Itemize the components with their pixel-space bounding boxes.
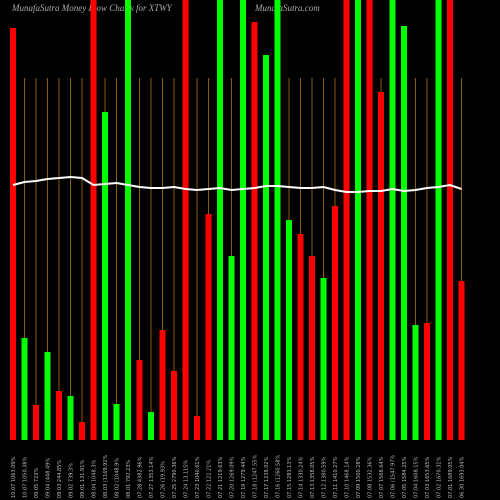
x-tick-label: 07.13 1358.05%: [310, 456, 316, 498]
bar: [240, 0, 246, 440]
x-tick-label: 08.01 792.23%: [126, 460, 132, 498]
bar: [286, 220, 292, 440]
x-tick-label: 07.15 1283.13%: [287, 456, 293, 498]
bar: [56, 391, 62, 440]
bar: [366, 0, 373, 440]
bar: [159, 330, 166, 440]
x-tick-label: 07.07 1568.64%: [379, 456, 385, 498]
x-tick-label: 07.10 1468.14%: [345, 456, 351, 498]
bar: [435, 0, 442, 440]
bar: [332, 206, 338, 440]
x-tick-label: 08.02 (1048.9%: [115, 458, 121, 498]
bar: [10, 28, 16, 440]
bar: [343, 0, 350, 440]
x-tick-label: 07.27 1353.14%: [149, 456, 155, 498]
bar: [309, 256, 315, 440]
bar: [33, 405, 39, 440]
bar: [217, 0, 223, 440]
x-tick-label: 07.20 1269.09%: [230, 456, 236, 498]
x-tick-label: 09.04 (448.49%: [46, 458, 52, 498]
x-tick-label: 07.05 1584.25%: [402, 456, 408, 498]
x-tick-label: 07.24 13.115%: [184, 460, 190, 498]
x-tick-label: 07.08 1532.36%: [368, 456, 374, 498]
x-tick-label: 10.07 1063.09%: [11, 456, 17, 498]
bar: [412, 325, 419, 440]
bar: [274, 0, 281, 440]
x-tick-label: 10.07 1050.38%: [23, 456, 29, 498]
bar: [228, 256, 235, 440]
x-tick-label: 08.03 (1169.92%: [103, 454, 109, 498]
bar: [113, 404, 120, 440]
x-tick-label: 07.09 1500.28%: [356, 456, 362, 498]
x-tick-label: 09.01 131.91%: [80, 460, 86, 498]
bar: [102, 112, 108, 440]
bar: [263, 55, 269, 440]
bar: [79, 422, 85, 440]
bar: [251, 22, 258, 440]
bar: [171, 371, 177, 440]
bar: [136, 360, 143, 440]
bar: [401, 26, 407, 440]
x-tick-label: 07.21 1219.63%: [218, 456, 224, 498]
x-tick-label: 09.03 244.85%: [57, 460, 63, 498]
x-tick-label: 07.17 1238.02%: [264, 456, 270, 498]
x-tick-label: 07.26 (19.93%: [161, 461, 167, 498]
x-tick-label: 09.02 739.3%: [69, 463, 75, 498]
bar: [148, 412, 154, 440]
bar: [182, 0, 189, 440]
x-tick-label: 07.02 1670.31%: [437, 456, 443, 498]
bar: [194, 416, 200, 440]
x-tick-label: 07.23 1040.61%: [195, 456, 201, 498]
bar: [21, 338, 28, 440]
bar: [424, 323, 430, 440]
bar: [125, 0, 131, 440]
watermark: MunafaSutra.com: [254, 3, 320, 13]
x-tick-label: 07.11 1410.27%: [333, 456, 339, 498]
bar: [205, 214, 212, 440]
x-tick-label: 07.12 1380.59%: [322, 456, 328, 498]
bar: [67, 396, 74, 440]
x-tick-label: 07.03 1653.65%: [425, 456, 431, 498]
bar: [355, 0, 361, 440]
bar: [378, 92, 384, 440]
bar: [389, 0, 396, 440]
bar: [90, 0, 97, 440]
x-tick-label: 07.18 (1247.55%: [253, 454, 259, 498]
x-tick-label: 07.04 1608.15%: [414, 456, 420, 498]
x-tick-label: 08.04 1048.3%: [92, 460, 98, 498]
x-tick-label: 07.06 (1547.97%: [391, 454, 397, 498]
bar: [458, 281, 465, 440]
x-tick-label: 07.14 1330.24%: [299, 456, 305, 498]
x-tick-label: 07.01 1689.05%: [448, 456, 454, 498]
x-tick-label: 07.19 1279.44%: [241, 456, 247, 498]
x-tick-label: 09.05 723%: [34, 468, 40, 498]
x-tick-label: 06.30 1693.04%: [460, 456, 466, 498]
x-tick-label: 07.22 122.21%: [207, 460, 213, 498]
money-flow-line: [12, 175, 462, 193]
bar: [297, 234, 304, 440]
bar: [320, 278, 327, 440]
x-tick-label: 07.28 4382.96%: [138, 456, 144, 498]
x-tick-label: 07.16 (1260.58%: [276, 454, 282, 498]
bar: [447, 0, 453, 440]
bar: [44, 352, 51, 440]
x-tick-label: 07.25 2790.36%: [172, 456, 178, 498]
